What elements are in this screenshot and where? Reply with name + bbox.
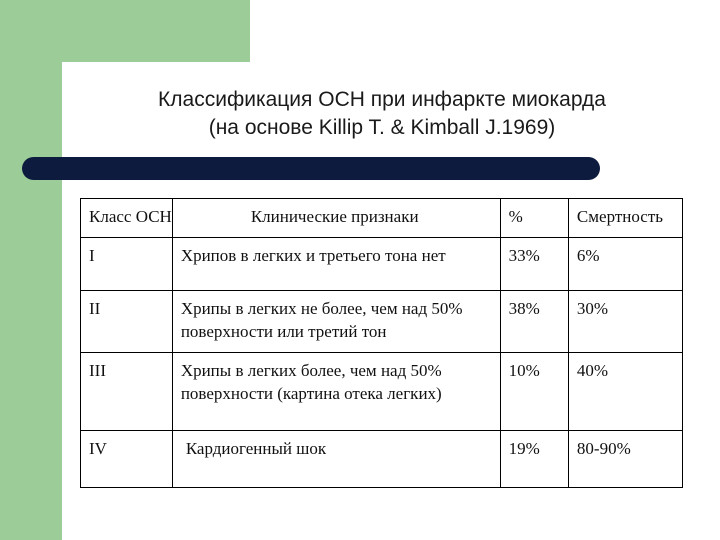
table-row: III Хрипы в легких более, чем над 50% по…: [80, 352, 684, 431]
table-row: IV Кардиогенный шок 19% 80-90%: [80, 430, 684, 488]
decorative-side-band: [0, 0, 62, 540]
table-header-row: Класс ОСН Клинические признаки % Смертно…: [80, 198, 684, 238]
header-signs: Клинические признаки: [171, 198, 501, 238]
cell-class: IV: [80, 430, 173, 488]
cell-percent: 38%: [499, 290, 569, 353]
killip-classification-table: Класс ОСН Клинические признаки % Смертно…: [80, 198, 684, 488]
cell-class: I: [80, 237, 173, 291]
cell-class: III: [80, 352, 173, 431]
cell-percent: 33%: [499, 237, 569, 291]
cell-signs: Кардиогенный шок: [171, 430, 501, 488]
cell-mortality: 30%: [567, 290, 684, 353]
title-divider-bar: [22, 157, 600, 180]
decorative-top-band: [0, 0, 250, 62]
table-row: II Хрипы в легких не более, чем над 50% …: [80, 290, 684, 353]
cell-signs: Хрипы в легких не более, чем над 50% пов…: [171, 290, 501, 353]
cell-percent: 10%: [499, 352, 569, 431]
cell-mortality: 6%: [567, 237, 684, 291]
title-line-1: Классификация ОСН при инфаркте миокарда: [158, 88, 606, 111]
cell-class: II: [80, 290, 173, 353]
cell-mortality: 40%: [567, 352, 684, 431]
cell-mortality: 80-90%: [567, 430, 684, 488]
header-mortality: Смертность: [567, 198, 684, 238]
cell-signs-text: Кардиогенный шок: [185, 439, 327, 458]
header-class: Класс ОСН: [80, 198, 173, 238]
slide-title: Классификация ОСН при инфаркте миокарда …: [62, 86, 702, 142]
header-percent: %: [499, 198, 569, 238]
cell-percent: 19%: [499, 430, 569, 488]
table-row: I Хрипов в легких и третьего тона нет 33…: [80, 237, 684, 291]
cell-signs: Хрипы в легких более, чем над 50% поверх…: [171, 352, 501, 431]
cell-signs: Хрипов в легких и третьего тона нет: [171, 237, 501, 291]
title-line-2: (на основе Killip T. & Kimball J.1969): [208, 116, 556, 139]
